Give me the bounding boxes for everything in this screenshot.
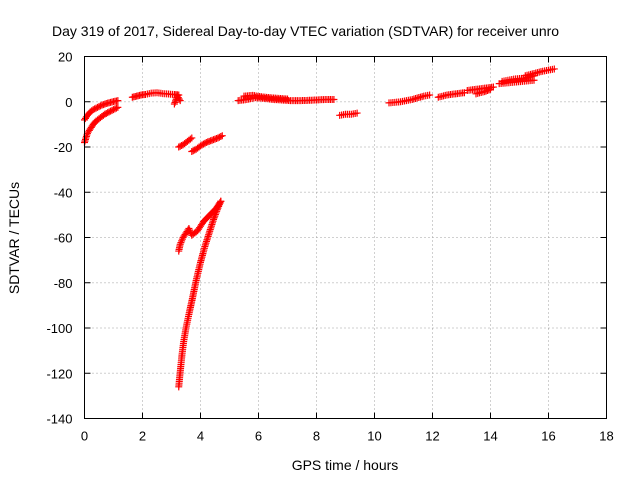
- data-point-trace: [213, 207, 221, 215]
- x-tick-label: 4: [197, 429, 204, 444]
- data-point-trace: [175, 95, 183, 103]
- y-tick-label: -120: [46, 366, 72, 381]
- data-point-trace: [217, 132, 225, 140]
- x-tick-label: 6: [255, 429, 262, 444]
- data-point: [214, 204, 222, 212]
- x-axis-label: GPS time / hours: [292, 457, 399, 473]
- data-point-trace: [210, 214, 218, 222]
- data-point: [550, 65, 558, 73]
- data-point-trace: [213, 206, 221, 214]
- data-point: [185, 224, 193, 232]
- data-point-trace: [178, 235, 186, 243]
- x-tick-label: 12: [425, 429, 439, 444]
- data-point-trace: [215, 201, 223, 209]
- data-point-trace: [215, 202, 223, 210]
- data-point: [188, 134, 196, 142]
- data-point: [330, 95, 338, 103]
- x-tick-label: 2: [139, 429, 146, 444]
- data-point: [284, 95, 291, 103]
- data-point-trace: [216, 199, 224, 207]
- data-point-trace: [177, 239, 185, 247]
- data-point-trace: [212, 209, 220, 217]
- data-point: [176, 97, 184, 105]
- y-tick-label: -60: [54, 231, 73, 246]
- y-tick-label: -100: [46, 321, 72, 336]
- data-point: [114, 103, 122, 111]
- data-point: [218, 132, 226, 140]
- y-tick-label: -80: [54, 276, 73, 291]
- data-point-trace: [186, 226, 194, 234]
- y-tick-label: -140: [46, 412, 72, 427]
- data-point: [353, 109, 361, 117]
- x-tick-label: 8: [313, 429, 320, 444]
- data-point: [210, 215, 218, 223]
- data-point-trace: [112, 104, 120, 112]
- data-point-trace: [178, 237, 186, 245]
- x-tick-label: 16: [541, 429, 555, 444]
- y-axis-label: SDTVAR / TECUs: [6, 182, 22, 294]
- y-tick-label: -40: [54, 185, 73, 200]
- data-point-trace: [186, 135, 194, 143]
- x-tick-label: 0: [81, 429, 88, 444]
- data-point: [426, 91, 434, 99]
- data-point: [487, 85, 494, 93]
- x-tick-label: 14: [483, 429, 497, 444]
- chart-title: Day 319 of 2017, Sidereal Day-to-day VTE…: [52, 23, 559, 39]
- data-point: [217, 197, 225, 205]
- data-points: [81, 65, 558, 391]
- data-point-trace: [211, 211, 219, 219]
- data-point: [176, 240, 184, 248]
- grid: [84, 56, 607, 419]
- data-point-trace: [211, 212, 219, 220]
- axis-ticks: 0 2 4 6 8 10 12 14 16 18 -140 -120 -100 -80 -60 -40 -20 0…: [46, 50, 613, 444]
- y-tick-label: -20: [54, 140, 73, 155]
- y-tick-label: 20: [58, 50, 72, 65]
- x-tick-label: 10: [367, 429, 381, 444]
- data-point: [114, 97, 122, 105]
- y-tick-label: 0: [65, 95, 72, 110]
- plot-frame: [84, 56, 607, 419]
- x-tick-label: 18: [599, 429, 613, 444]
